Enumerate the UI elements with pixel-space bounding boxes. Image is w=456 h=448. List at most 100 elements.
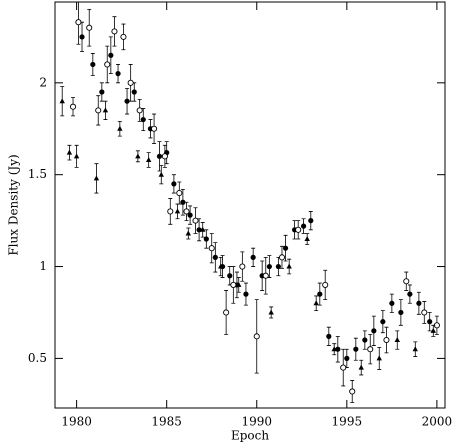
point	[161, 153, 168, 160]
point	[102, 107, 109, 113]
x-tick-label: 1995	[332, 415, 363, 429]
point	[218, 263, 224, 269]
point	[278, 254, 286, 261]
point	[304, 235, 310, 241]
point	[313, 300, 319, 306]
x-axis-label: Epoch	[231, 429, 269, 443]
point	[427, 319, 433, 325]
point	[239, 263, 246, 270]
y-tick-label: 2	[39, 75, 47, 89]
point	[275, 263, 281, 270]
point	[236, 281, 242, 287]
point	[376, 355, 382, 361]
point	[120, 33, 127, 40]
point	[174, 208, 181, 214]
point	[171, 181, 177, 187]
point	[353, 346, 359, 352]
point	[349, 388, 356, 395]
point	[262, 272, 269, 279]
point	[180, 199, 186, 205]
point	[308, 218, 314, 224]
x-tick-label: 1980	[61, 415, 92, 429]
point	[86, 24, 93, 31]
point	[117, 125, 123, 131]
point	[145, 156, 152, 162]
point	[135, 153, 141, 159]
point	[407, 291, 413, 297]
point	[167, 208, 174, 215]
point	[416, 300, 422, 306]
point	[185, 230, 192, 236]
point	[124, 98, 130, 104]
point	[108, 52, 114, 58]
point	[200, 226, 206, 232]
point	[223, 309, 230, 316]
x-tick-label: 1985	[151, 415, 182, 429]
y-tick-label: 1	[39, 259, 47, 273]
point	[362, 337, 368, 343]
point	[158, 171, 164, 177]
y-axis-label: Flux Density (Jy)	[7, 154, 21, 255]
point	[398, 309, 404, 316]
plot-area	[59, 2, 440, 403]
point	[367, 346, 374, 353]
point	[380, 319, 386, 325]
point	[412, 346, 418, 352]
point	[421, 309, 428, 316]
point	[203, 236, 209, 242]
y-tick-label: 1.5	[28, 167, 47, 181]
point	[93, 175, 100, 181]
point	[344, 355, 350, 361]
point	[250, 254, 256, 260]
point	[156, 153, 163, 159]
y-tick-label: 0.5	[28, 351, 47, 365]
point	[331, 346, 337, 352]
point	[79, 34, 85, 40]
point	[300, 223, 307, 229]
point	[176, 190, 183, 197]
point	[394, 337, 400, 343]
point	[322, 281, 329, 288]
point	[227, 273, 233, 279]
point	[403, 278, 410, 285]
point	[66, 149, 73, 155]
point	[90, 61, 96, 68]
point	[59, 98, 65, 104]
point	[183, 208, 190, 215]
plot-frame	[54, 1, 446, 409]
point	[389, 300, 395, 306]
point	[73, 153, 80, 159]
point	[286, 263, 292, 269]
point	[430, 327, 436, 333]
point	[187, 212, 193, 218]
point	[340, 364, 347, 371]
point	[282, 245, 289, 251]
point	[358, 364, 364, 370]
point	[243, 291, 249, 297]
point	[136, 107, 143, 114]
point	[192, 217, 199, 224]
point	[111, 28, 118, 35]
point	[383, 336, 390, 344]
point	[230, 281, 237, 288]
point	[69, 103, 77, 110]
point	[140, 116, 146, 123]
point	[317, 291, 323, 297]
point	[95, 107, 102, 114]
point	[208, 245, 215, 252]
point	[104, 61, 111, 68]
point	[295, 226, 302, 233]
x-tick-label: 2000	[422, 415, 453, 429]
point	[99, 89, 105, 95]
point	[326, 333, 332, 339]
point	[266, 263, 272, 270]
point	[212, 254, 218, 260]
point	[268, 309, 274, 315]
x-tick-label: 1990	[241, 415, 272, 429]
point	[253, 333, 260, 340]
point	[75, 19, 82, 26]
point	[371, 328, 377, 334]
point	[115, 71, 121, 77]
